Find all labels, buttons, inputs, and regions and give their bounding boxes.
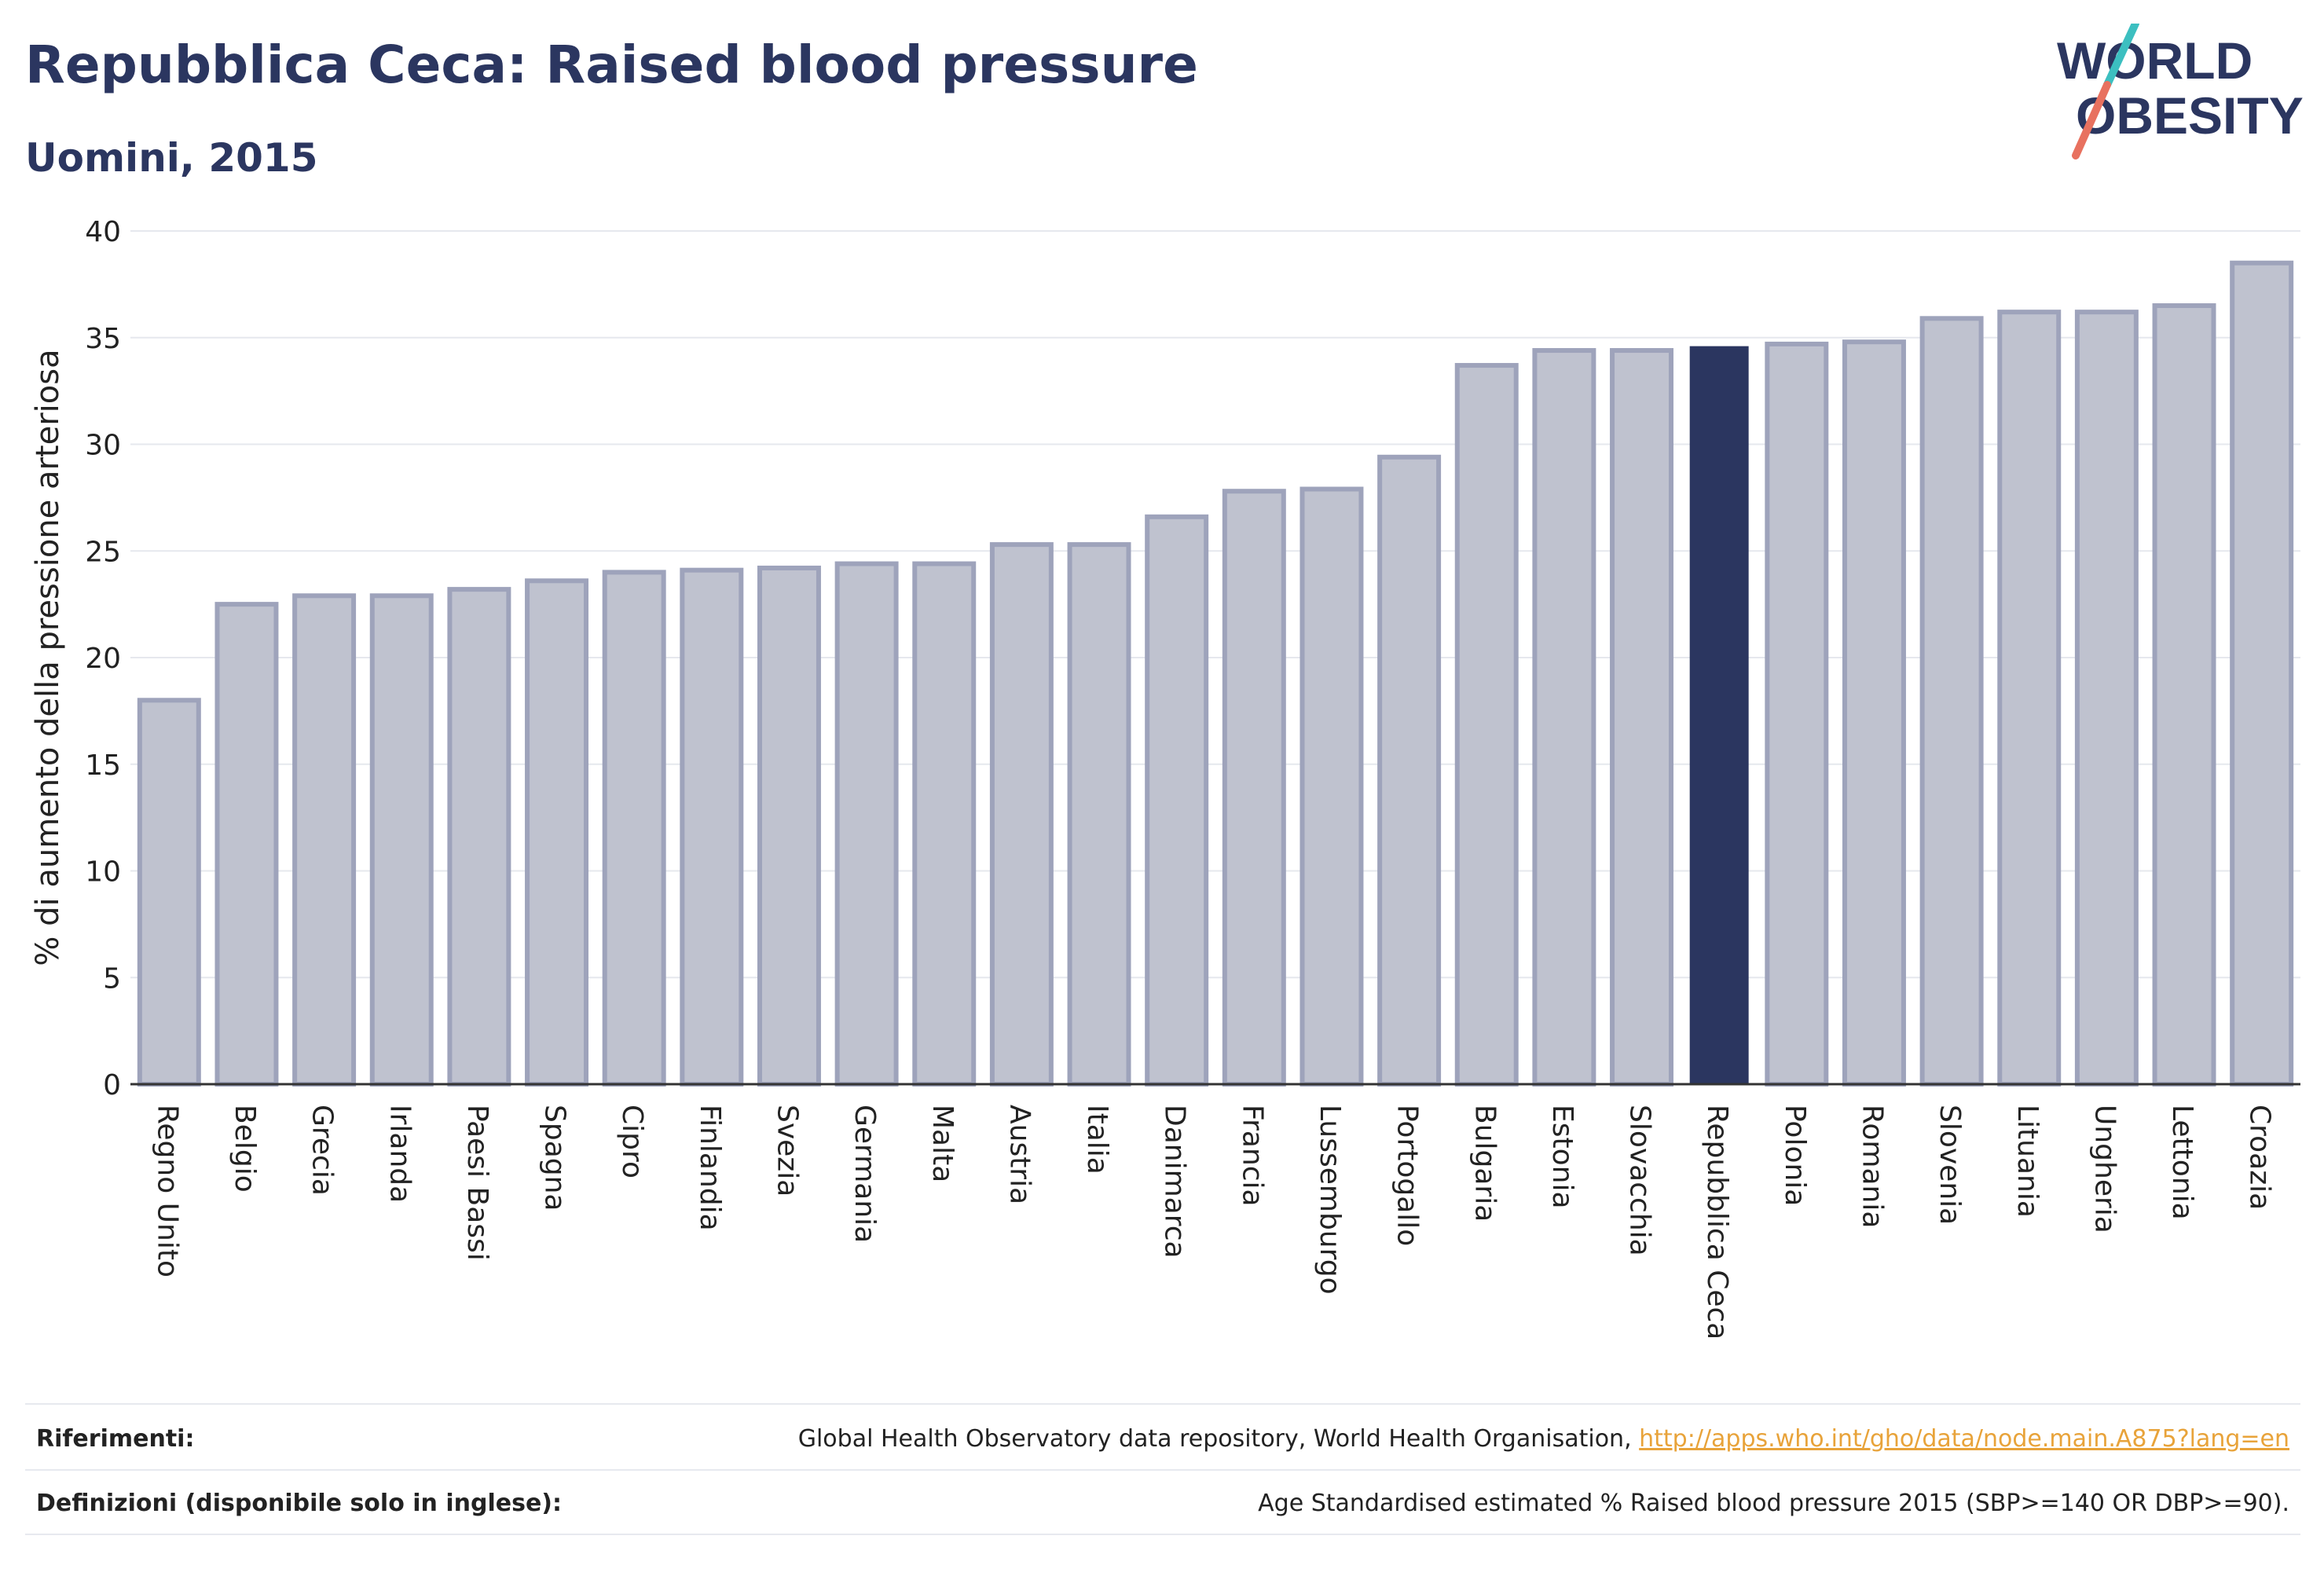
- references-label: Riferimenti:: [36, 1425, 195, 1453]
- x-tick-label: Cipro: [616, 1105, 648, 1178]
- bar-spagna: [525, 578, 589, 1087]
- x-tick-label: Regno Unito: [151, 1105, 183, 1277]
- logo-word-obesity: OBESITY: [2076, 86, 2304, 145]
- x-tick-label: Portogallo: [1391, 1105, 1424, 1246]
- bar-italia: [1067, 542, 1131, 1087]
- bar-lussemburgo: [1299, 486, 1364, 1087]
- x-tick-label: Irlanda: [383, 1105, 416, 1203]
- x-tick-label: Slovenia: [1934, 1105, 1966, 1225]
- y-tick-label: 5: [103, 962, 121, 995]
- bar-svezia: [757, 565, 821, 1087]
- y-tick-label: 15: [85, 750, 121, 782]
- bar-danimarca: [1145, 514, 1209, 1087]
- references-source: Global Health Observatory data repositor…: [797, 1425, 1640, 1453]
- bar-croazia: [2230, 260, 2294, 1087]
- x-tick-label: Lituania: [2011, 1105, 2044, 1218]
- bar-francia: [1222, 489, 1286, 1087]
- logo-slash-red: [2072, 81, 2111, 159]
- x-tick-label: Austria: [1003, 1105, 1036, 1204]
- x-tick-label: Lussemburgo: [1314, 1105, 1346, 1295]
- logo-word-world: WORLD: [2057, 31, 2253, 90]
- y-tick-label: 20: [85, 643, 121, 675]
- bar-belgio: [214, 602, 279, 1087]
- x-tick-label: Danimarca: [1159, 1105, 1191, 1259]
- y-tick-label: 40: [85, 216, 121, 248]
- x-tick-label: Croazia: [2244, 1105, 2276, 1210]
- x-tick-label: Malta: [926, 1105, 959, 1182]
- bar-romania: [1842, 339, 1906, 1087]
- x-tick-label: Ungheria: [2088, 1105, 2121, 1233]
- references-link[interactable]: http://apps.who.int/gho/data/node.main.A…: [1639, 1425, 2289, 1453]
- x-tick-label: Paesi Bassi: [461, 1105, 493, 1261]
- bars: [137, 260, 2294, 1087]
- x-tick-label: Svezia: [771, 1105, 803, 1197]
- references-text: Global Health Observatory data repositor…: [798, 1425, 2289, 1453]
- x-tick-label: Italia: [1081, 1105, 1113, 1175]
- y-tick-label: 30: [85, 430, 121, 462]
- footer-divider-top: [25, 1403, 2300, 1405]
- x-tick-label: Lettonia: [2166, 1105, 2198, 1220]
- x-tick-label: Belgio: [229, 1105, 261, 1193]
- x-tick-label: Finlandia: [694, 1105, 726, 1231]
- y-tick-label: 35: [85, 323, 121, 355]
- footer-divider-bottom: [25, 1534, 2300, 1535]
- x-tick-label: Grecia: [306, 1105, 339, 1196]
- bar-malta: [912, 561, 977, 1087]
- bar-cipro: [602, 570, 666, 1087]
- x-tick-labels: Regno Unito Belgio Grecia Irlanda Paesi Bass…: [151, 1105, 2275, 1340]
- bar-regno-unito: [137, 698, 201, 1087]
- bar-lituania: [1997, 310, 2062, 1087]
- x-tick-label: Romania: [1856, 1105, 1888, 1228]
- bar-repubblica-ceca: [1689, 346, 1749, 1084]
- bar-bulgaria: [1454, 363, 1519, 1087]
- bar-grecia: [292, 593, 357, 1087]
- x-tick-label: Bulgaria: [1468, 1105, 1501, 1222]
- x-tick-label: Germania: [849, 1105, 881, 1243]
- definitions-text: Age Standardised estimated % Raised bloo…: [1258, 1490, 2289, 1517]
- y-tick-label: 10: [85, 856, 121, 889]
- bar-paesi-bassi: [447, 587, 511, 1087]
- x-tick-label: Francia: [1236, 1105, 1268, 1207]
- y-tick-labels: 0 5 10 15 20 25 30 35 40: [85, 216, 121, 1101]
- bar-finlandia: [680, 567, 744, 1087]
- bar-irlanda: [369, 593, 434, 1087]
- x-tick-label: Spagna: [539, 1105, 571, 1211]
- bar-slovenia: [1919, 316, 1984, 1087]
- bar-germania: [834, 561, 899, 1087]
- bar-chart: 0 5 10 15 20 25 30 35 40 Regno Unito Belgio Grecia…: [30, 216, 2300, 1340]
- page-title: Repubblica Ceca: Raised blood pressure: [25, 35, 1198, 95]
- logo-slash-teal: [2103, 24, 2139, 89]
- y-tick-label: 25: [85, 536, 121, 568]
- bar-austria: [989, 542, 1054, 1087]
- bar-portogallo: [1377, 454, 1442, 1087]
- y-tick-label: 0: [103, 1069, 121, 1101]
- x-tick-label: Polonia: [1779, 1105, 1811, 1206]
- page-subtitle: Uomini, 2015: [25, 135, 318, 181]
- x-tick-label: Slovacchia: [1624, 1105, 1656, 1256]
- x-tick-label: Repubblica Ceca: [1701, 1105, 1733, 1340]
- bar-lettonia: [2152, 303, 2216, 1087]
- y-axis-label: % di aumento della pressione arteriosa: [30, 349, 66, 966]
- bar-estonia: [1532, 348, 1596, 1087]
- bar-polonia: [1765, 341, 1829, 1087]
- x-tick-label: Estonia: [1546, 1105, 1578, 1209]
- definitions-label: Definizioni (disponibile solo in inglese…: [36, 1490, 562, 1517]
- footer-divider-middle: [25, 1469, 2300, 1471]
- bar-ungheria: [2074, 310, 2139, 1087]
- world-obesity-logo: WORLD OBESITY: [2057, 24, 2304, 159]
- bar-slovacchia: [1610, 348, 1674, 1087]
